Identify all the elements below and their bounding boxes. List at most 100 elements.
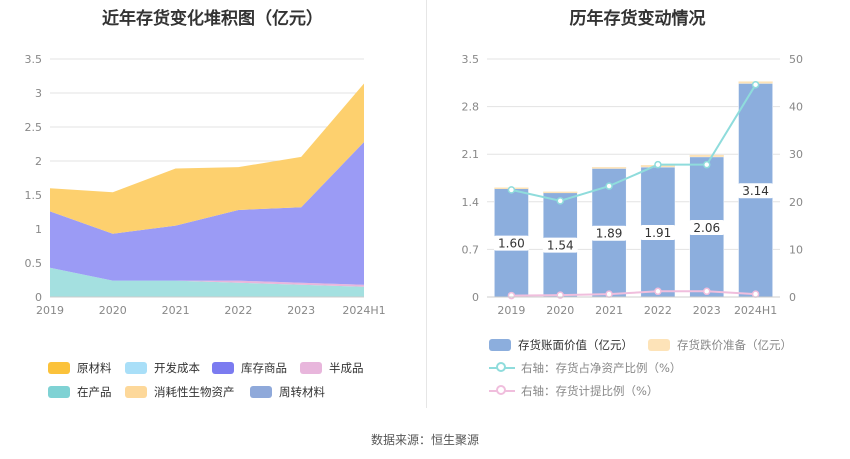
legend-item[interactable]: 半成品 — [300, 360, 364, 376]
legend-item[interactable]: 在产品 — [48, 384, 112, 400]
legend-label: 存货跌价准备（亿元） — [677, 338, 792, 352]
y-tick-label: 1.4 — [462, 196, 480, 209]
data-label-bg — [542, 237, 578, 253]
legend-label: 库存商品 — [241, 361, 287, 375]
right-axes: 0 0.7 1.4 2.1 2.8 3.5 0 10 20 30 40 50 2019 2020 2021 2… — [462, 53, 804, 317]
area-series — [50, 83, 364, 234]
legend-swatch — [300, 362, 322, 374]
line-point — [751, 80, 760, 89]
y2-tick-label: 10 — [789, 243, 803, 256]
x-tick-label: 2024H1 — [342, 304, 385, 317]
line-point — [556, 197, 564, 205]
legend-line-symbol — [489, 361, 515, 375]
legend-item[interactable]: 消耗性生物资产 — [125, 384, 235, 400]
data-label: 2.06 — [693, 221, 720, 235]
line-point — [703, 287, 711, 296]
legend-swatch — [48, 386, 70, 398]
legend-label: 右轴：存货占净资产比例（%） — [521, 361, 682, 375]
area-series — [50, 141, 364, 285]
line-point — [507, 186, 516, 194]
bar-provision — [591, 167, 627, 169]
y-tick-label: 2.8 — [462, 101, 480, 114]
data-label: 1.54 — [547, 239, 574, 253]
right-chart-title: 历年存货变动情况 — [569, 9, 706, 29]
data-label: 3.14 — [742, 184, 769, 198]
x-tick-label: 2020 — [99, 304, 127, 317]
legend-label: 在产品 — [77, 385, 112, 399]
line-point — [605, 182, 613, 190]
y-tick-label: 0.7 — [462, 243, 480, 256]
y-tick-label: 0 — [35, 291, 42, 304]
y2-tick-label: 50 — [789, 53, 803, 66]
y2-tick-label: 20 — [789, 196, 803, 209]
line-point — [751, 290, 760, 298]
x-tick-label: 2024H1 — [734, 304, 777, 317]
data-label-bg — [591, 225, 627, 241]
x-tick-label: 2023 — [287, 304, 315, 317]
legend-swatch — [48, 362, 70, 374]
y-tick-label: 0.5 — [25, 257, 43, 270]
right-bars — [494, 81, 773, 298]
y-tick-label: 2.1 — [462, 148, 480, 161]
data-label: 1.91 — [645, 226, 672, 240]
legend-swatch — [489, 339, 511, 351]
y-tick-label: 3.5 — [25, 53, 43, 66]
panel-divider — [426, 0, 427, 408]
legend-label: 原材料 — [77, 361, 112, 375]
y-tick-label: 3.5 — [462, 53, 480, 66]
line-point — [507, 291, 516, 300]
legend-swatch — [125, 362, 147, 374]
left-stacked-areas — [50, 83, 364, 297]
y2-tick-label: 30 — [789, 148, 803, 161]
legend-label: 周转材料 — [279, 385, 325, 399]
data-label-bg — [640, 225, 676, 241]
y-tick-label: 3 — [35, 87, 42, 100]
x-tick-label: 2021 — [162, 304, 190, 317]
legend-label: 半成品 — [329, 361, 364, 375]
y-tick-label: 2 — [35, 155, 42, 168]
legend-item[interactable]: 周转材料 — [250, 384, 325, 400]
legend-item[interactable]: 右轴：存货计提比例（%） — [489, 383, 658, 399]
x-tick-label: 2019 — [36, 304, 64, 317]
y-tick-label: 1 — [35, 223, 42, 236]
left-axes: 0 0.5 1 1.5 2 2.5 3 3.5 2019 2020 2021 2022 2023 2024… — [25, 53, 386, 317]
x-tick-label: 2019 — [497, 304, 525, 317]
line-series — [511, 84, 757, 202]
data-label: 1.60 — [498, 237, 525, 251]
legend-label: 右轴：存货计提比例（%） — [521, 384, 659, 398]
legend-swatch — [212, 362, 234, 374]
data-label-bg — [494, 235, 529, 251]
line-point — [654, 287, 662, 296]
legend-item[interactable]: 原材料 — [48, 360, 112, 376]
legend-label: 消耗性生物资产 — [154, 385, 235, 399]
bar-provision — [543, 191, 578, 194]
y-tick-label: 0 — [472, 291, 479, 304]
legend-item[interactable]: 右轴：存货占净资产比例（%） — [489, 360, 681, 376]
line-point — [703, 160, 711, 169]
legend-swatch — [648, 339, 670, 351]
right-grid — [487, 58, 780, 298]
area-series — [50, 267, 364, 287]
x-tick-label: 2023 — [693, 304, 721, 317]
legend-item[interactable]: 库存商品 — [212, 360, 287, 376]
x-tick-label: 2022 — [224, 304, 252, 317]
legend-item[interactable]: 存货跌价准备（亿元） — [648, 337, 792, 353]
legend-swatch — [250, 386, 272, 398]
line-series — [511, 290, 756, 297]
legend-line-symbol — [489, 384, 515, 398]
legend-swatch — [125, 386, 147, 398]
line-point — [605, 290, 613, 298]
legend-item[interactable]: 开发成本 — [125, 360, 200, 376]
line-point — [654, 160, 662, 169]
x-tick-label: 2021 — [595, 304, 623, 317]
x-tick-label: 2020 — [546, 304, 574, 317]
legend-item[interactable]: 存货账面价值（亿元） — [489, 337, 633, 353]
data-label-bg — [738, 183, 773, 199]
legend-label: 开发成本 — [154, 361, 200, 375]
y2-tick-label: 0 — [789, 291, 796, 304]
data-label: 1.89 — [596, 227, 623, 241]
x-tick-label: 2022 — [644, 304, 672, 317]
data-source: 数据来源：恒生聚源 — [370, 433, 479, 447]
bar-provision — [689, 154, 724, 157]
